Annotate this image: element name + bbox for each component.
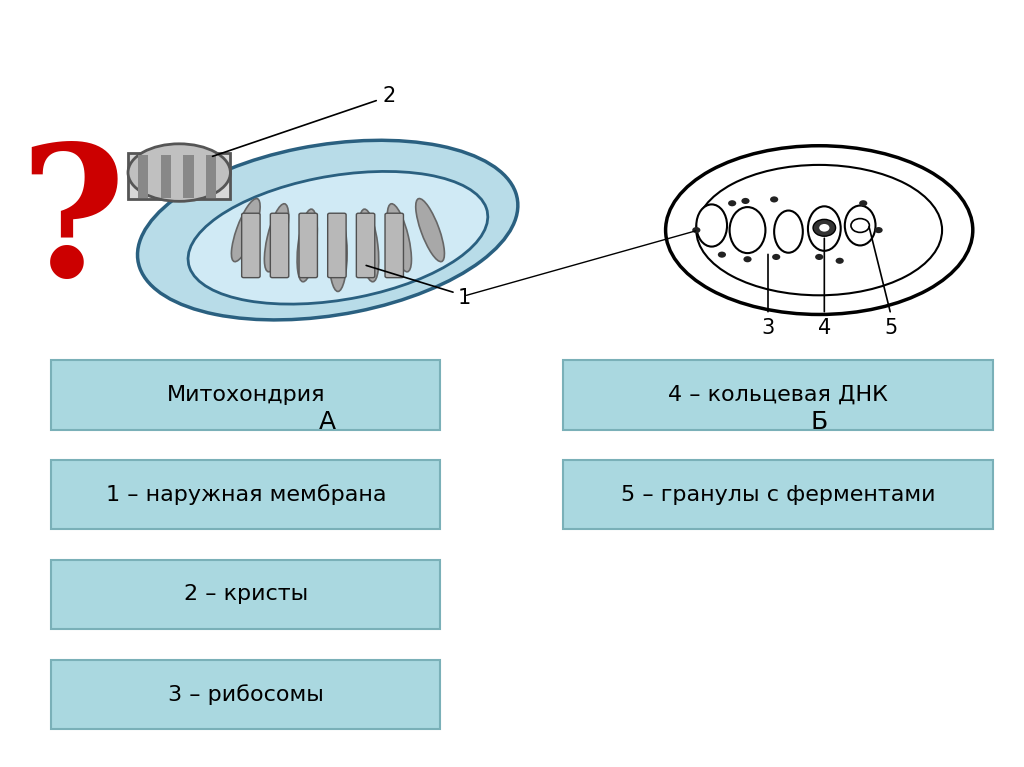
Ellipse shape [264, 204, 289, 272]
FancyBboxPatch shape [51, 460, 440, 529]
Polygon shape [183, 155, 194, 198]
Text: 1: 1 [458, 288, 470, 308]
FancyBboxPatch shape [270, 213, 289, 278]
Text: 5: 5 [885, 318, 897, 338]
Ellipse shape [743, 256, 752, 262]
Text: 3 – рибосомы: 3 – рибосомы [168, 683, 324, 705]
FancyBboxPatch shape [356, 213, 375, 278]
Ellipse shape [358, 209, 379, 281]
Ellipse shape [692, 227, 700, 233]
Polygon shape [206, 155, 216, 198]
Ellipse shape [774, 211, 803, 253]
Text: 4 – кольцевая ДНК: 4 – кольцевая ДНК [669, 385, 888, 405]
Ellipse shape [666, 146, 973, 314]
Text: 2: 2 [383, 86, 395, 106]
FancyBboxPatch shape [563, 460, 993, 529]
Ellipse shape [770, 196, 778, 202]
Ellipse shape [729, 207, 766, 253]
Ellipse shape [128, 143, 230, 201]
Ellipse shape [188, 172, 487, 304]
Text: Б: Б [811, 410, 827, 434]
Ellipse shape [297, 209, 317, 281]
Ellipse shape [696, 165, 942, 295]
Ellipse shape [728, 200, 736, 206]
Ellipse shape [329, 215, 347, 291]
Ellipse shape [819, 224, 829, 232]
Ellipse shape [137, 140, 518, 320]
Text: 5 – гранулы с ферментами: 5 – гранулы с ферментами [621, 485, 936, 505]
FancyBboxPatch shape [51, 660, 440, 729]
FancyBboxPatch shape [242, 213, 260, 278]
FancyBboxPatch shape [328, 213, 346, 278]
Ellipse shape [416, 199, 444, 262]
Text: 4: 4 [818, 318, 830, 338]
Text: Митохондрия: Митохондрия [167, 385, 325, 405]
Ellipse shape [387, 204, 412, 272]
Ellipse shape [231, 199, 260, 262]
FancyBboxPatch shape [563, 360, 993, 430]
Text: ?: ? [18, 138, 125, 314]
Text: 1 – наружная мембрана: 1 – наружная мембрана [105, 484, 386, 505]
Ellipse shape [845, 206, 876, 245]
FancyBboxPatch shape [385, 213, 403, 278]
Ellipse shape [718, 252, 726, 258]
Ellipse shape [772, 254, 780, 260]
Text: А: А [319, 410, 336, 434]
Ellipse shape [836, 258, 844, 264]
FancyBboxPatch shape [299, 213, 317, 278]
Ellipse shape [815, 254, 823, 260]
FancyBboxPatch shape [51, 560, 440, 629]
Polygon shape [161, 155, 171, 198]
Text: 3: 3 [762, 318, 774, 338]
Text: 2 – кристы: 2 – кристы [183, 584, 308, 604]
Ellipse shape [808, 206, 841, 251]
Ellipse shape [813, 219, 836, 236]
Ellipse shape [851, 219, 869, 232]
FancyBboxPatch shape [51, 360, 440, 430]
Polygon shape [128, 153, 230, 199]
Polygon shape [138, 155, 148, 198]
Ellipse shape [859, 200, 867, 206]
Ellipse shape [741, 198, 750, 204]
Ellipse shape [874, 227, 883, 233]
Ellipse shape [696, 205, 727, 247]
